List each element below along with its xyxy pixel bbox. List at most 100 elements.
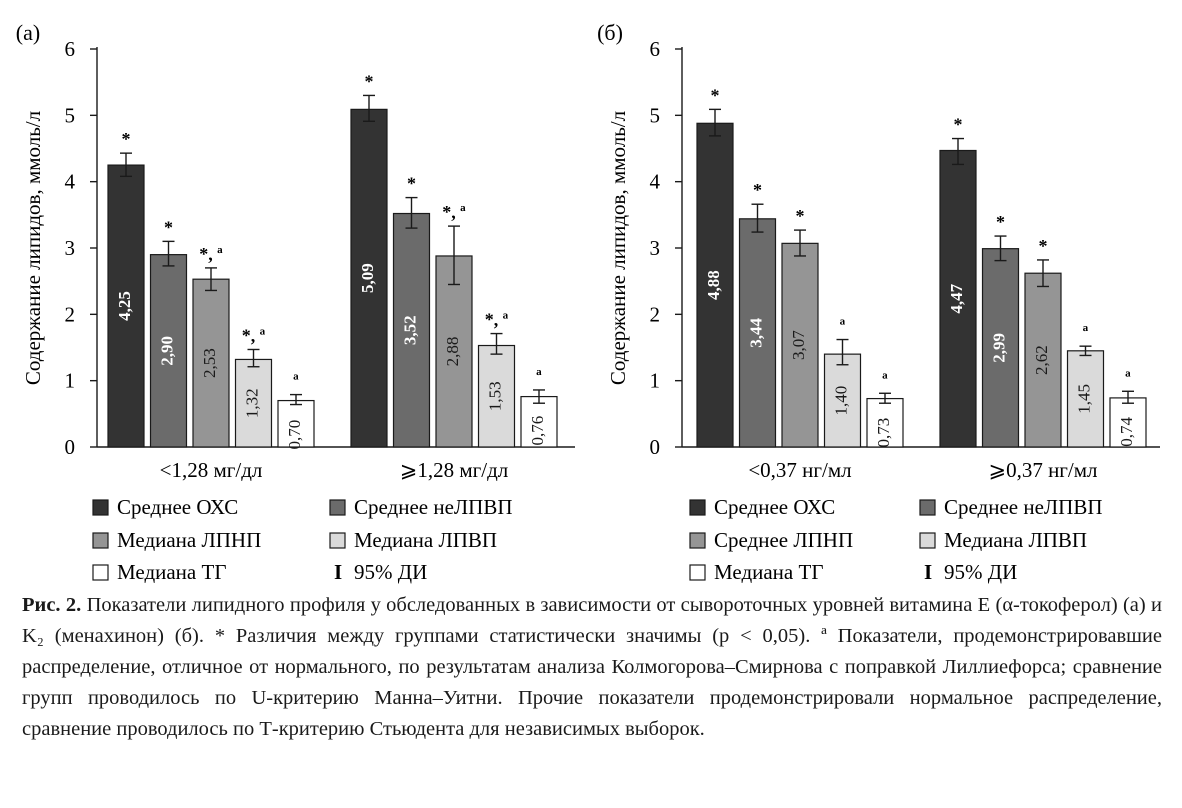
- y-tick-label: 4: [65, 170, 76, 194]
- legend-label: Среднее неЛПВП: [944, 495, 1103, 519]
- bar-value-label: 1,45: [1074, 384, 1093, 414]
- panel-label: (a): [16, 20, 40, 45]
- y-tick-label: 3: [650, 236, 661, 260]
- bar-value-label: 1,32: [242, 388, 261, 418]
- bar-value-label: 0,74: [1117, 417, 1136, 447]
- panel-label: (б): [597, 20, 623, 45]
- y-tick-label: 2: [650, 302, 661, 326]
- x-category-label: <0,37 нг/мл: [748, 458, 851, 482]
- legend-label: Медиана ЛПНП: [117, 528, 261, 552]
- legend-swatch: [919, 499, 936, 516]
- significance-mark: ª: [840, 316, 846, 336]
- bar-value-label: 3,07: [789, 330, 808, 360]
- bar: [192, 278, 230, 448]
- bar: [107, 164, 145, 448]
- significance-mark: *: [164, 217, 173, 237]
- significance-mark: *: [407, 174, 416, 194]
- bar-value-label: 2,99: [989, 333, 1008, 363]
- bar-value-label: 3,44: [746, 318, 765, 348]
- bar: [1024, 272, 1062, 448]
- legend-label: 95% ДИ: [944, 560, 1017, 584]
- caption-text: Показатели липидного профиля у обследова…: [22, 594, 1163, 740]
- x-category-label: ⩾0,37 нг/мл: [988, 458, 1097, 482]
- bar-value-label: 1,40: [831, 386, 850, 416]
- figure-caption: Рис. 2. Показатели липидного профиля у о…: [22, 590, 1162, 745]
- bar: [277, 399, 315, 448]
- y-tick-label: 1: [65, 369, 76, 393]
- significance-mark: *: [753, 180, 762, 200]
- bar-value-label: 1,53: [485, 381, 504, 411]
- legend-swatch: [689, 564, 706, 581]
- x-category-label: ⩾1,28 мг/дл: [400, 458, 509, 482]
- bar-value-label: 0,73: [874, 418, 893, 448]
- bar: [823, 353, 862, 448]
- bar: [781, 242, 819, 448]
- significance-mark: ª: [293, 371, 299, 391]
- y-tick-label: 1: [650, 369, 661, 393]
- bar: [1066, 350, 1105, 448]
- legend-swatch: [689, 499, 706, 516]
- bar: [520, 395, 558, 448]
- significance-mark: *, ª: [242, 325, 266, 345]
- legend-swatch: [92, 532, 109, 549]
- bar-value-label: 2,62: [1032, 345, 1051, 375]
- y-axis-label: Содержание липидов, ммоль/л: [606, 111, 630, 385]
- significance-mark: ª: [882, 369, 888, 389]
- bar: [392, 212, 431, 448]
- significance-mark: *: [1039, 236, 1048, 256]
- significance-mark: *: [122, 129, 131, 149]
- bar-value-label: 4,47: [947, 283, 966, 313]
- significance-mark: *: [365, 71, 374, 91]
- bar-value-label: 0,76: [528, 416, 547, 446]
- legend-ci-icon: I: [924, 560, 932, 584]
- bar: [939, 149, 977, 448]
- y-tick-label: 0: [650, 435, 661, 459]
- legend-label: Среднее ЛПНП: [714, 528, 853, 552]
- bar: [477, 344, 516, 448]
- legend-swatch: [92, 564, 109, 581]
- bar-value-label: 4,88: [704, 270, 723, 300]
- bar-value-label: 4,25: [115, 291, 134, 321]
- y-tick-label: 2: [65, 302, 76, 326]
- significance-mark: ª: [536, 366, 542, 386]
- y-axis-label: Содержание липидов, ммоль/л: [21, 111, 45, 385]
- figure: (a) Содержание липидов, ммоль/л 0 1 2 3 4 5 6 * 4,…: [16, 20, 1160, 584]
- legend-ci-icon: I: [334, 560, 342, 584]
- bar: [738, 218, 777, 448]
- legend-swatch: [329, 499, 346, 516]
- bar: [1109, 397, 1147, 448]
- legend-label: Среднее ОХС: [117, 495, 238, 519]
- legend-label: Медиана ЛПВП: [354, 528, 497, 552]
- significance-mark: *, ª: [442, 202, 466, 222]
- legend-swatch: [689, 532, 706, 549]
- significance-mark: *, ª: [199, 244, 223, 264]
- y-tick-label: 0: [65, 435, 76, 459]
- legend-label: Медиана ТГ: [714, 560, 823, 584]
- significance-mark: *: [954, 115, 963, 135]
- significance-mark: *: [996, 212, 1005, 232]
- legend-label: Среднее неЛПВП: [354, 495, 513, 519]
- y-tick-label: 5: [65, 103, 76, 127]
- bar-value-label: 0,70: [285, 420, 304, 450]
- significance-mark: ª: [1125, 367, 1131, 387]
- bar-value-label: 5,09: [358, 263, 377, 293]
- significance-mark: *: [711, 85, 720, 105]
- significance-mark: *: [796, 206, 805, 226]
- bar-value-label: 2,90: [157, 336, 176, 366]
- significance-mark: *, ª: [485, 310, 509, 330]
- y-tick-label: 6: [65, 37, 76, 61]
- x-category-label: <1,28 мг/дл: [160, 458, 263, 482]
- legend-swatch: [329, 532, 346, 549]
- legend-swatch: [919, 532, 936, 549]
- significance-mark: ª: [1083, 322, 1089, 342]
- bar-value-label: 2,53: [200, 348, 219, 378]
- caption-lead: Рис. 2.: [22, 594, 82, 616]
- bar: [350, 108, 388, 448]
- y-tick-label: 6: [650, 37, 661, 61]
- y-tick-label: 3: [65, 236, 76, 260]
- y-tick-label: 4: [650, 170, 661, 194]
- bar-value-label: 2,88: [443, 337, 462, 367]
- legend-swatch: [92, 499, 109, 516]
- bar-value-label: 3,52: [400, 315, 419, 345]
- bar: [696, 122, 734, 448]
